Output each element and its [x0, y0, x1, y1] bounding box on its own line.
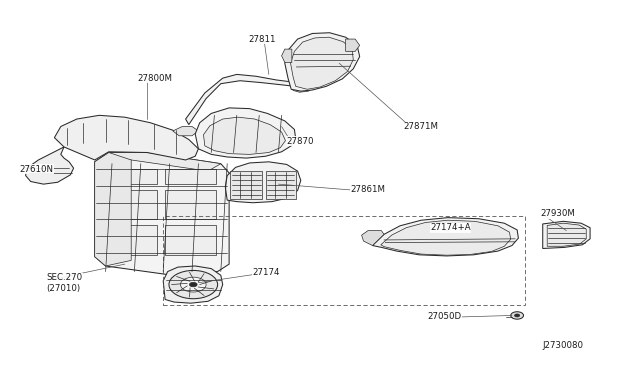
Text: 27800M: 27800M — [138, 74, 173, 83]
Polygon shape — [282, 49, 292, 62]
Polygon shape — [285, 33, 360, 91]
Polygon shape — [291, 83, 312, 92]
Text: 27174: 27174 — [253, 268, 280, 277]
Polygon shape — [165, 225, 216, 255]
Polygon shape — [547, 223, 586, 246]
Polygon shape — [543, 221, 590, 248]
Polygon shape — [291, 37, 353, 89]
Polygon shape — [173, 126, 198, 136]
Polygon shape — [26, 147, 74, 184]
Polygon shape — [346, 39, 360, 51]
Polygon shape — [204, 117, 285, 154]
Text: 27861M: 27861M — [351, 185, 386, 194]
Polygon shape — [165, 169, 216, 184]
Polygon shape — [106, 225, 157, 255]
Text: 27811: 27811 — [248, 35, 276, 44]
Polygon shape — [106, 190, 157, 219]
Polygon shape — [186, 74, 296, 125]
Circle shape — [169, 270, 218, 299]
Text: 27871M: 27871M — [403, 122, 438, 131]
Circle shape — [180, 277, 206, 292]
Text: 27174+A: 27174+A — [430, 223, 470, 232]
Text: SEC.270: SEC.270 — [46, 273, 82, 282]
Polygon shape — [266, 171, 296, 199]
Polygon shape — [225, 162, 301, 203]
Text: 27610N: 27610N — [19, 165, 53, 174]
Polygon shape — [372, 218, 518, 256]
Polygon shape — [95, 153, 229, 275]
Polygon shape — [95, 153, 221, 171]
Circle shape — [511, 312, 524, 319]
Polygon shape — [95, 153, 131, 266]
Polygon shape — [381, 220, 511, 255]
Text: (27010): (27010) — [46, 284, 80, 293]
Text: 27870: 27870 — [287, 137, 314, 146]
Polygon shape — [54, 115, 198, 160]
Circle shape — [189, 282, 197, 287]
Polygon shape — [163, 266, 223, 303]
Polygon shape — [362, 231, 384, 246]
Polygon shape — [230, 171, 262, 199]
Circle shape — [515, 314, 520, 317]
Polygon shape — [165, 190, 216, 219]
Text: 27050D: 27050D — [428, 312, 461, 321]
Text: J2730080: J2730080 — [543, 341, 584, 350]
Polygon shape — [106, 169, 157, 184]
Polygon shape — [195, 108, 296, 158]
Text: 27930M: 27930M — [541, 209, 575, 218]
